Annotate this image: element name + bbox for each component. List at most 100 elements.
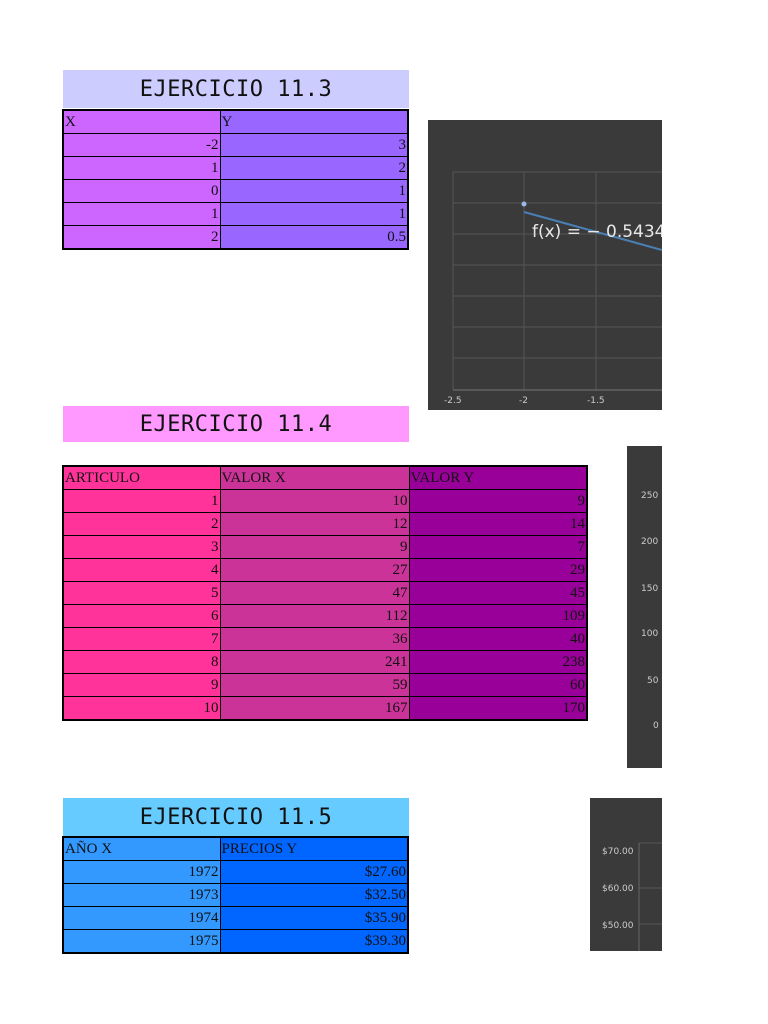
cell: 9 <box>62 673 221 697</box>
cell: 1 <box>219 179 409 203</box>
cell: 1 <box>219 202 409 226</box>
cell: 0 <box>62 179 221 203</box>
header-y: Y <box>219 109 409 134</box>
header-valor-x: VALOR X <box>219 465 410 490</box>
table-header-row: AÑO X PRECIOS Y <box>62 836 409 861</box>
y-tick-label: 100 <box>641 629 658 639</box>
x-tick-label: -2.5 <box>444 396 462 406</box>
trend-line <box>523 211 662 251</box>
ex115-title: EJERCICIO 11.5 <box>63 798 409 836</box>
cell: 3 <box>219 133 409 157</box>
cell: 12 <box>219 512 410 536</box>
cell: $35.90 <box>219 906 409 930</box>
cell: 112 <box>219 604 410 628</box>
cell: 10 <box>62 696 221 721</box>
table-row: 8 241 238 <box>62 650 588 674</box>
table-row: 1974 $35.90 <box>62 906 409 930</box>
cell: 7 <box>62 627 221 651</box>
table-header-row: ARTICULO VALOR X VALOR Y <box>62 465 588 490</box>
cell: 2 <box>62 225 221 250</box>
header-valor-y: VALOR Y <box>408 465 588 490</box>
table-row: 2 0.5 <box>62 225 409 250</box>
chart-function-plot: f(x) = − 0.5434 -2.5 -2 -1.5 <box>428 120 662 410</box>
chart-scatter-11-4: 250 200 150 100 50 0 <box>627 446 662 768</box>
cell: 6 <box>62 604 221 628</box>
cell: 40 <box>408 627 588 651</box>
chart-1-grid <box>452 171 662 390</box>
cell: 109 <box>408 604 588 628</box>
cell: 27 <box>219 558 410 582</box>
chart-prices-11-5: $70.00 $60.00 $50.00 <box>590 798 662 951</box>
cell: 5 <box>62 581 221 605</box>
y-tick-label: 200 <box>641 537 658 547</box>
cell: 29 <box>408 558 588 582</box>
header-x: X <box>62 109 221 134</box>
cell: 1 <box>62 156 221 180</box>
cell: 2 <box>219 156 409 180</box>
cell: 14 <box>408 512 588 536</box>
table-row: 1972 $27.60 <box>62 860 409 884</box>
header-ano-x: AÑO X <box>62 836 221 861</box>
cell: 4 <box>62 558 221 582</box>
chart-2-svg: 250 200 150 100 50 0 <box>641 491 659 731</box>
cell: 0.5 <box>219 225 409 250</box>
cell: 241 <box>219 650 410 674</box>
table-row: 5 47 45 <box>62 581 588 605</box>
table-row: 1973 $32.50 <box>62 883 409 907</box>
cell: 9 <box>408 489 588 513</box>
cell: 59 <box>219 673 410 697</box>
ex113-title: EJERCICIO 11.3 <box>63 70 409 108</box>
table-row: 4 27 29 <box>62 558 588 582</box>
header-precios-y: PRECIOS Y <box>219 836 409 861</box>
cell: -2 <box>62 133 221 157</box>
cell: 170 <box>408 696 588 721</box>
table-row: 1 10 9 <box>62 489 588 513</box>
cell: $39.30 <box>219 929 409 954</box>
cell: 2 <box>62 512 221 536</box>
table-row: -2 3 <box>62 133 409 157</box>
header-articulo: ARTICULO <box>62 465 221 490</box>
y-tick-label: $70.00 <box>602 847 634 857</box>
cell: 47 <box>219 581 410 605</box>
y-tick-label: 250 <box>641 491 658 501</box>
cell: 60 <box>408 673 588 697</box>
ex115-table: AÑO X PRECIOS Y 1972 $27.60 1973 $32.50 19… <box>62 836 409 954</box>
cell: 9 <box>219 535 410 559</box>
table-row: 9 59 60 <box>62 673 588 697</box>
ex114-title: EJERCICIO 11.4 <box>63 406 409 442</box>
cell: 1975 <box>62 929 221 954</box>
cell: 10 <box>219 489 410 513</box>
x-tick-label: -1.5 <box>587 396 605 406</box>
chart-3-svg: $70.00 $60.00 $50.00 <box>602 842 662 951</box>
cell: $32.50 <box>219 883 409 907</box>
table-row: 7 36 40 <box>62 627 588 651</box>
cell: 1 <box>62 202 221 226</box>
cell: $27.60 <box>219 860 409 884</box>
cell: 45 <box>408 581 588 605</box>
chart-1-svg: f(x) = − 0.5434 -2.5 -2 -1.5 <box>444 171 662 406</box>
y-tick-label: 50 <box>647 676 659 686</box>
cell: 1973 <box>62 883 221 907</box>
y-tick-label: 0 <box>653 721 659 731</box>
chart-1-annotation: f(x) = − 0.5434 <box>532 222 662 242</box>
x-tick-label: -2 <box>519 396 528 406</box>
cell: 36 <box>219 627 410 651</box>
cell: 1 <box>62 489 221 513</box>
table-row: 2 12 14 <box>62 512 588 536</box>
data-point <box>521 201 527 207</box>
y-tick-label: $60.00 <box>602 884 634 894</box>
cell: 3 <box>62 535 221 559</box>
cell: 238 <box>408 650 588 674</box>
table-row: 6 112 109 <box>62 604 588 628</box>
cell: 167 <box>219 696 410 721</box>
cell: 7 <box>408 535 588 559</box>
table-row: 1975 $39.30 <box>62 929 409 954</box>
table-header-row: X Y <box>62 109 409 134</box>
y-tick-label: 150 <box>641 584 658 594</box>
